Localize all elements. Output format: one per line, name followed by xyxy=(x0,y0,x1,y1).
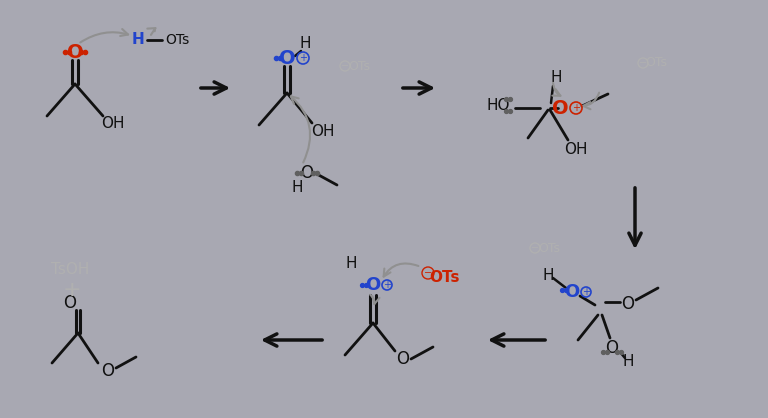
Text: H: H xyxy=(622,354,634,370)
Text: O: O xyxy=(279,48,296,67)
Text: OTs: OTs xyxy=(165,33,189,47)
Text: HO: HO xyxy=(486,99,510,114)
Text: O: O xyxy=(396,350,409,368)
Text: O: O xyxy=(300,164,313,182)
Text: O: O xyxy=(621,295,634,313)
Text: H: H xyxy=(346,255,357,270)
Text: OTs: OTs xyxy=(645,56,667,69)
Text: H: H xyxy=(131,33,144,48)
Text: TsOH: TsOH xyxy=(51,263,89,278)
Text: −: − xyxy=(424,268,432,278)
Text: OH: OH xyxy=(311,123,335,138)
Text: +: + xyxy=(582,287,590,297)
Text: O: O xyxy=(64,294,77,312)
Text: O: O xyxy=(67,43,83,61)
Text: +: + xyxy=(572,103,580,113)
Text: O: O xyxy=(101,362,114,380)
Text: O: O xyxy=(605,339,618,357)
Text: O: O xyxy=(564,283,580,301)
Text: O: O xyxy=(551,99,568,117)
Text: H: H xyxy=(542,268,554,283)
Text: OH: OH xyxy=(564,143,588,158)
Text: H: H xyxy=(550,71,561,86)
Text: OTs: OTs xyxy=(348,59,370,72)
Text: OTs: OTs xyxy=(430,270,460,285)
Text: H: H xyxy=(291,179,303,194)
Text: −: − xyxy=(341,61,349,71)
Text: −: − xyxy=(639,58,647,68)
Text: H: H xyxy=(300,36,311,51)
Text: O: O xyxy=(366,276,381,294)
Text: OTs: OTs xyxy=(538,242,560,255)
Text: OH: OH xyxy=(101,117,124,132)
Text: +: + xyxy=(299,53,307,63)
Text: +: + xyxy=(63,280,81,300)
Text: −: − xyxy=(531,243,539,253)
Text: +: + xyxy=(383,280,391,290)
